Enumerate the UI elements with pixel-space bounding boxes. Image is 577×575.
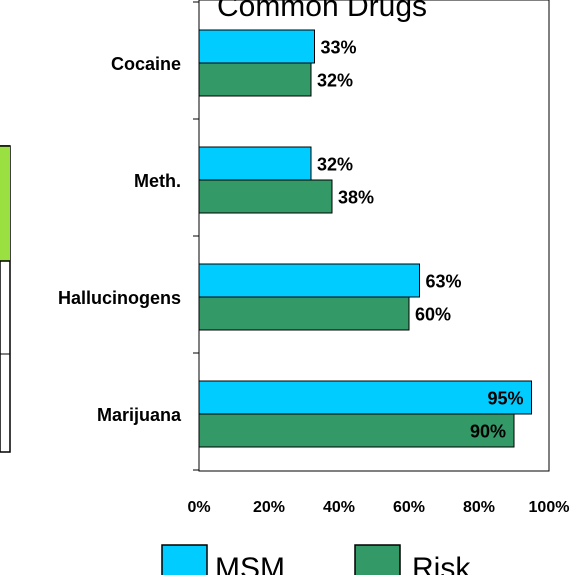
legend: MSM Risk [161, 544, 471, 575]
data-label: 32% [317, 71, 353, 91]
bar-risk-hallucinogens [198, 296, 410, 331]
legend-label-msm: MSM [215, 552, 285, 575]
x-tick-label: 60% [393, 499, 425, 516]
data-label: 33% [321, 38, 357, 58]
category-label: Meth. [134, 171, 181, 191]
x-tick-label: 0% [187, 499, 210, 516]
y-axis-ticks [193, 1, 199, 471]
data-label: 38% [338, 188, 374, 208]
bar-risk-meth [198, 179, 333, 214]
bars [198, 29, 532, 448]
bar-labels: 33% 32% 32% 38% 63% 60% 95% 90% [317, 38, 524, 442]
category-label: Cocaine [111, 54, 181, 74]
data-label: 32% [317, 155, 353, 175]
category-labels: Cocaine Meth. Hallucinogens Marijuana [58, 54, 182, 425]
legend-label-risk: Risk [412, 552, 471, 575]
legend-swatch-msm [161, 544, 208, 575]
x-tick-labels: 0% 20% 40% 60% 80% 100% [187, 499, 569, 516]
bar-risk-marijuana [198, 413, 515, 448]
data-label: 95% [487, 389, 523, 409]
legend-swatch-risk [354, 544, 401, 575]
bar-msm-cocaine [198, 29, 315, 64]
x-tick-label: 80% [463, 499, 495, 516]
left-panel-fragment [0, 145, 11, 453]
chart-title: Common Drugs [217, 0, 427, 23]
data-label: 60% [415, 305, 451, 325]
data-label: 63% [426, 272, 462, 292]
bar-msm-marijuana [198, 380, 532, 415]
bar-msm-hallucinogens [198, 263, 420, 298]
x-tick-label: 20% [253, 499, 285, 516]
data-label: 90% [470, 422, 506, 442]
bar-msm-meth [198, 146, 312, 181]
x-tick-label: 40% [323, 499, 355, 516]
x-tick-label: 100% [529, 499, 570, 516]
category-label: Hallucinogens [58, 288, 181, 308]
bar-risk-cocaine [198, 62, 312, 97]
category-label: Marijuana [97, 405, 182, 425]
